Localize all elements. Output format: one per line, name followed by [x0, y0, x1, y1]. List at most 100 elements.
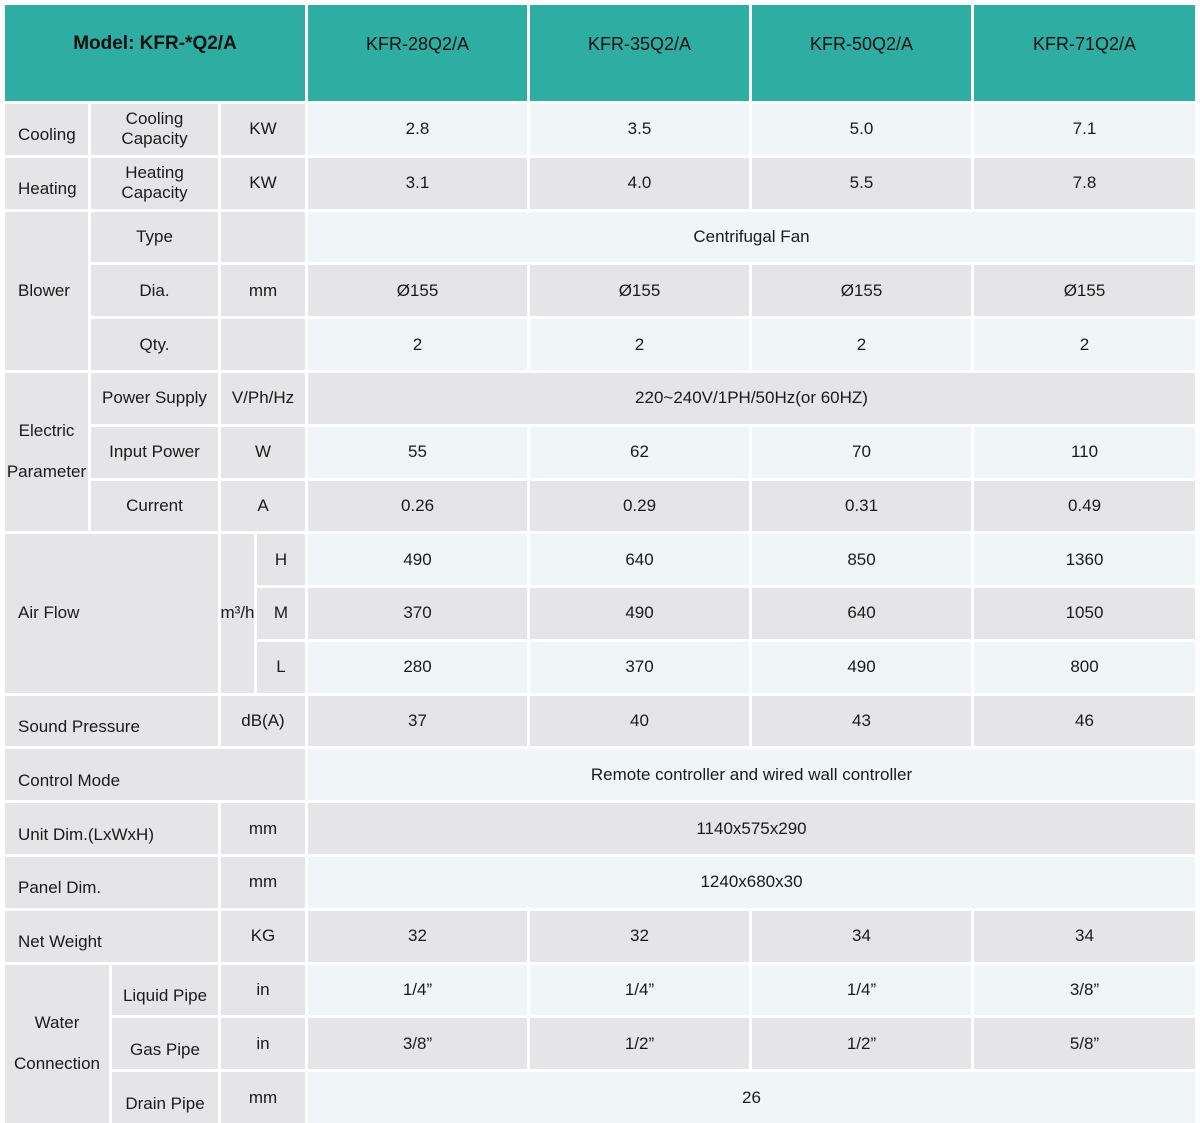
unit-dim-unit: mm	[221, 803, 305, 855]
panel-dim-unit: mm	[221, 857, 305, 908]
panel-dim-value: 1240x680x30	[308, 857, 1195, 908]
heating-unit: KW	[221, 157, 305, 209]
header-model-kfr-35: KFR-35Q2/A	[530, 5, 749, 101]
blower-qty-value: 2	[530, 319, 749, 370]
gas-pipe-unit: in	[221, 1018, 305, 1070]
air-flow-m-value: 370	[308, 588, 527, 639]
liquid-pipe-label: Liquid Pipe	[112, 964, 218, 1016]
blower-dia-unit: mm	[221, 265, 305, 317]
power-supply-label: Power Supply	[91, 372, 218, 424]
heating-value: 3.1	[308, 157, 527, 209]
input-power-value: 110	[974, 426, 1195, 478]
sound-pressure-value: 43	[752, 695, 971, 747]
current-label: Current	[91, 480, 218, 532]
air-flow-level-h: H	[257, 534, 305, 586]
liquid-pipe-unit: in	[221, 964, 305, 1016]
air-flow-m-value: 1050	[974, 588, 1195, 639]
input-power-label: Input Power	[91, 426, 218, 478]
power-supply-value: 220~240V/1PH/50Hz(or 60HZ)	[308, 372, 1195, 424]
net-weight-value: 32	[530, 910, 749, 962]
net-weight-unit: KG	[221, 910, 305, 962]
cooling-unit: KW	[221, 104, 305, 155]
cooling-value: 2.8	[308, 104, 527, 155]
sound-pressure-unit: dB(A)	[221, 695, 305, 747]
electric-parameter-label: Electric Parameter	[5, 372, 88, 532]
input-power-value: 70	[752, 426, 971, 478]
spec-table: Model: KFR-*Q2/A KFR-28Q2/A KFR-35Q2/A K…	[5, 5, 1195, 1123]
net-weight-value: 32	[308, 910, 527, 962]
control-mode-label: Control Mode	[5, 749, 305, 801]
cooling-capacity-label: Cooling Capacity	[91, 104, 218, 155]
air-flow-h-value: 490	[308, 534, 527, 586]
blower-qty-unit-empty	[221, 319, 305, 370]
cooling-value: 7.1	[974, 104, 1195, 155]
air-flow-label: Air Flow	[5, 534, 218, 693]
water-connection-label: Water Connection	[5, 964, 109, 1123]
cooling-value: 5.0	[752, 104, 971, 155]
current-value: 0.31	[752, 480, 971, 532]
air-flow-unit: m³/h	[221, 534, 255, 693]
gas-pipe-value: 3/8”	[308, 1018, 527, 1070]
sound-pressure-value: 37	[308, 695, 527, 747]
current-value: 0.49	[974, 480, 1195, 532]
blower-qty-value: 2	[752, 319, 971, 370]
drain-pipe-label: Drain Pipe	[112, 1072, 218, 1123]
drain-pipe-value: 26	[308, 1072, 1195, 1123]
header-model-kfr-50: KFR-50Q2/A	[752, 5, 971, 101]
sound-pressure-value: 46	[974, 695, 1195, 747]
air-flow-m-value: 640	[752, 588, 971, 639]
heating-label: Heating	[5, 157, 88, 209]
control-mode-value: Remote controller and wired wall control…	[308, 749, 1195, 801]
liquid-pipe-value: 3/8”	[974, 964, 1195, 1016]
net-weight-value: 34	[974, 910, 1195, 962]
header-model-kfr-71: KFR-71Q2/A	[974, 5, 1195, 101]
power-supply-unit: V/Ph/Hz	[221, 372, 305, 424]
blower-type-value: Centrifugal Fan	[308, 211, 1195, 263]
input-power-value: 55	[308, 426, 527, 478]
air-flow-h-value: 640	[530, 534, 749, 586]
cooling-label: Cooling	[5, 104, 88, 155]
cooling-value: 3.5	[530, 104, 749, 155]
blower-dia-value: Ø155	[752, 265, 971, 317]
gas-pipe-value: 1/2”	[752, 1018, 971, 1070]
input-power-value: 62	[530, 426, 749, 478]
air-flow-level-m: M	[257, 588, 305, 639]
air-flow-m-value: 490	[530, 588, 749, 639]
current-value: 0.29	[530, 480, 749, 532]
heating-capacity-label: Heating Capacity	[91, 157, 218, 209]
gas-pipe-value: 1/2”	[530, 1018, 749, 1070]
air-flow-h-value: 850	[752, 534, 971, 586]
blower-dia-value: Ø155	[974, 265, 1195, 317]
current-unit: A	[221, 480, 305, 532]
header-model-cell: Model: KFR-*Q2/A	[5, 5, 305, 101]
blower-type-unit-empty	[221, 211, 305, 263]
blower-qty-value: 2	[308, 319, 527, 370]
liquid-pipe-value: 1/4”	[308, 964, 527, 1016]
blower-dia-label: Dia.	[91, 265, 218, 317]
unit-dim-value: 1140x575x290	[308, 803, 1195, 855]
sound-pressure-label: Sound Pressure	[5, 695, 218, 747]
blower-label: Blower	[5, 211, 88, 370]
header-model-kfr-28: KFR-28Q2/A	[308, 5, 527, 101]
panel-dim-label: Panel Dim.	[5, 857, 218, 908]
unit-dim-label: Unit Dim.(LxWxH)	[5, 803, 218, 855]
current-value: 0.26	[308, 480, 527, 532]
blower-dia-value: Ø155	[530, 265, 749, 317]
drain-pipe-unit: mm	[221, 1072, 305, 1123]
gas-pipe-value: 5/8”	[974, 1018, 1195, 1070]
net-weight-label: Net Weight	[5, 910, 218, 962]
air-flow-l-value: 490	[752, 641, 971, 693]
air-flow-h-value: 1360	[974, 534, 1195, 586]
air-flow-level-l: L	[257, 641, 305, 693]
liquid-pipe-value: 1/4”	[752, 964, 971, 1016]
blower-type-label: Type	[91, 211, 218, 263]
heating-value: 4.0	[530, 157, 749, 209]
input-power-unit: W	[221, 426, 305, 478]
air-flow-l-value: 370	[530, 641, 749, 693]
net-weight-value: 34	[752, 910, 971, 962]
blower-dia-value: Ø155	[308, 265, 527, 317]
gas-pipe-label: Gas Pipe	[112, 1018, 218, 1070]
blower-qty-label: Qty.	[91, 319, 218, 370]
heating-value: 5.5	[752, 157, 971, 209]
